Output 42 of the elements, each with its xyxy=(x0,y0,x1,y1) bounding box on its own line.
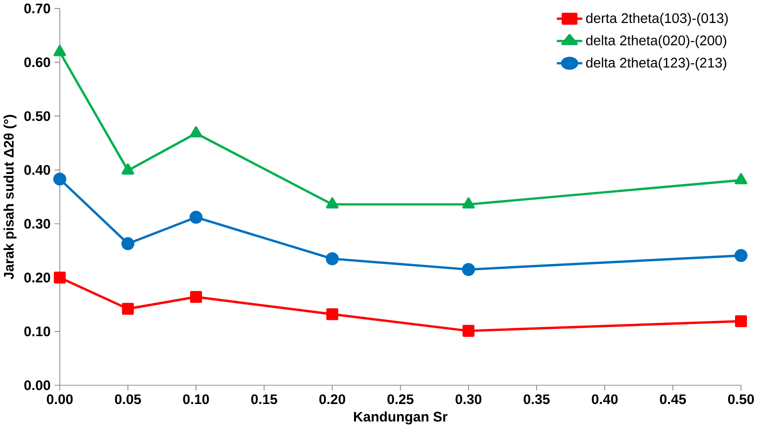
x-tick-label: 0.35 xyxy=(524,394,550,404)
y-tick-label: 0.20 xyxy=(24,272,50,282)
x-tick-label: 0.05 xyxy=(114,394,141,404)
y-tick-label: 0.60 xyxy=(24,57,50,68)
x-axis-title: Kandungan Sr xyxy=(354,411,448,424)
y-tick-label: 0.70 xyxy=(24,4,50,14)
legend-label: delta 2theta(020)-(200) xyxy=(586,35,726,48)
point xyxy=(326,308,338,320)
point xyxy=(53,172,66,186)
legend-label: delta 2theta(123)-(213) xyxy=(586,57,726,70)
x-tick-label: 0.10 xyxy=(183,394,209,404)
point xyxy=(190,210,203,224)
x-tick-label: 0.40 xyxy=(592,394,618,404)
point xyxy=(326,197,338,208)
x-tick-label: 0.25 xyxy=(387,394,414,404)
legend-label: derta 2theta(103)-(013) xyxy=(586,12,728,26)
y-tick-label: 0.30 xyxy=(24,218,50,229)
point xyxy=(734,249,748,262)
point xyxy=(462,324,474,337)
point xyxy=(54,272,66,284)
point xyxy=(734,173,748,184)
y-tick-label: 0.00 xyxy=(24,380,50,390)
y-tick-label: 0.10 xyxy=(24,326,50,336)
x-tick-label: 0.50 xyxy=(728,394,754,404)
point xyxy=(326,252,339,266)
x-tick-label: 0.15 xyxy=(251,394,278,404)
y-tick-label: 0.50 xyxy=(24,111,50,122)
point xyxy=(462,263,475,276)
point xyxy=(190,126,202,138)
point xyxy=(122,163,134,175)
point xyxy=(54,45,66,56)
point xyxy=(121,237,134,250)
point xyxy=(462,197,475,208)
x-tick-label: 0.45 xyxy=(660,394,686,404)
x-tick-label: 0.00 xyxy=(46,394,73,404)
x-tick-label: 0.20 xyxy=(319,394,346,404)
point xyxy=(735,315,747,328)
point xyxy=(122,302,134,315)
point xyxy=(190,291,202,303)
x-tick-label: 0.30 xyxy=(456,394,482,404)
y-axis-title: Jarak pisah sudut Δ2θ (°) xyxy=(4,114,16,280)
y-tick-label: 0.40 xyxy=(24,165,50,175)
